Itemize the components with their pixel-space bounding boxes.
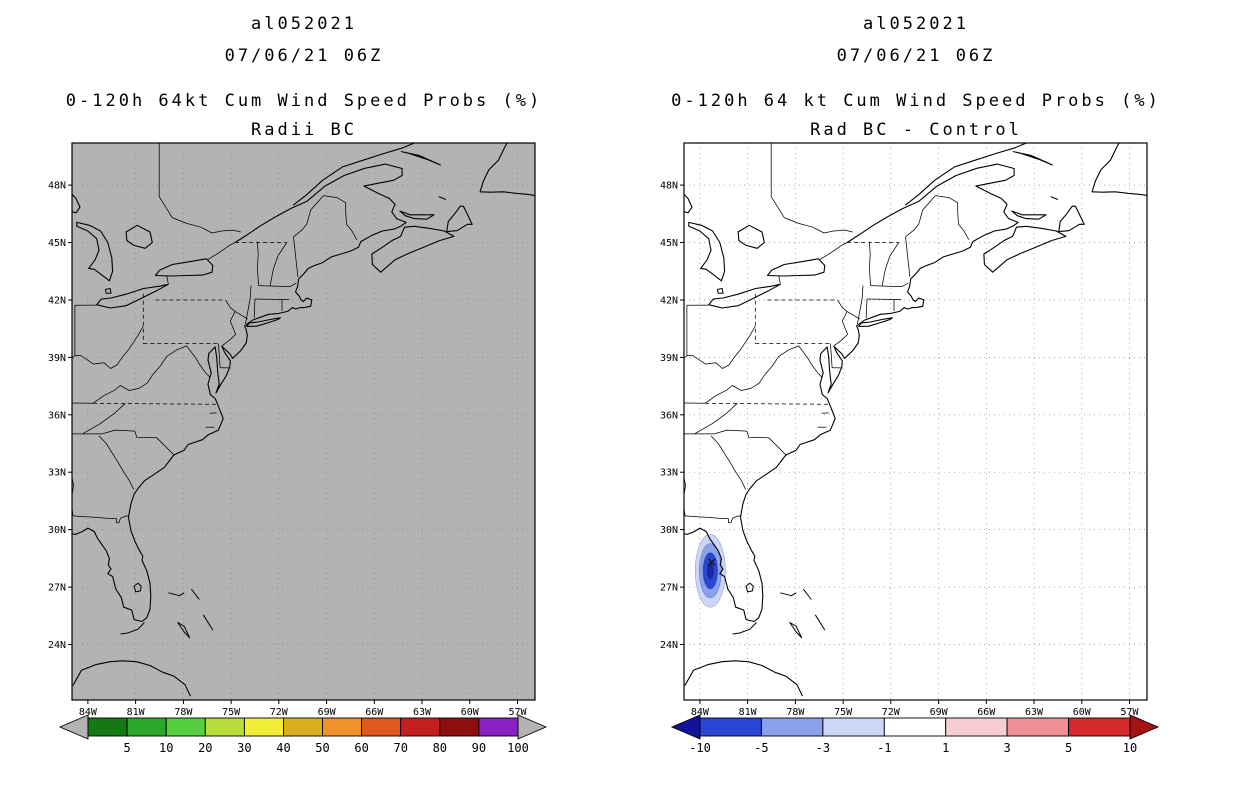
- svg-text:66W: 66W: [365, 707, 384, 718]
- svg-text:30N: 30N: [660, 525, 678, 536]
- svg-text:36N: 36N: [48, 410, 66, 421]
- svg-text:10: 10: [159, 741, 173, 755]
- probability-colorbar: 5 10 20 30 40 50 60 70 80 90 100: [58, 714, 548, 755]
- svg-text:84W: 84W: [79, 707, 98, 718]
- product-title-text: 0-120h 64kt Cum Wind Speed Probs (%): [65, 91, 543, 111]
- svg-text:-10: -10: [689, 741, 711, 755]
- svg-text:45N: 45N: [660, 238, 678, 249]
- svg-text:60W: 60W: [461, 707, 480, 718]
- svg-text:60: 60: [354, 741, 368, 755]
- init-time-text: 07/06/21 06Z: [224, 46, 384, 66]
- svg-text:78W: 78W: [786, 707, 805, 718]
- difference-map-canvas: 84W 81W 78W 75W 72W 69W 66W 63W 60W 57W 48N 45N 42N 3…: [660, 142, 1148, 718]
- svg-text:39N: 39N: [48, 353, 66, 364]
- svg-text:48N: 48N: [660, 181, 678, 192]
- svg-text:3: 3: [1003, 741, 1010, 755]
- svg-text:50: 50: [315, 741, 329, 755]
- product-variant-text: Radii BC: [251, 120, 357, 140]
- storm-id-text: al052021: [251, 14, 357, 34]
- svg-text:5: 5: [123, 741, 130, 755]
- svg-text:57W: 57W: [508, 707, 527, 718]
- svg-text:63W: 63W: [413, 707, 432, 718]
- svg-text:63W: 63W: [1025, 707, 1044, 718]
- product-title-text: 0-120h 64 kt Cum Wind Speed Probs (%): [671, 91, 1161, 111]
- svg-text:78W: 78W: [174, 707, 193, 718]
- svg-text:60W: 60W: [1073, 707, 1092, 718]
- svg-text:75W: 75W: [222, 707, 241, 718]
- svg-text:45N: 45N: [48, 238, 66, 249]
- svg-text:-3: -3: [816, 741, 830, 755]
- panel-rad-bc-minus-control: al052021 07/06/21 06Z 0-120h 64 kt Cum W…: [638, 0, 1194, 800]
- svg-text:80: 80: [433, 741, 447, 755]
- svg-text:30: 30: [237, 741, 251, 755]
- svg-text:42N: 42N: [48, 296, 66, 307]
- svg-text:100: 100: [507, 741, 529, 755]
- svg-text:20: 20: [198, 741, 212, 755]
- svg-text:27N: 27N: [660, 583, 678, 594]
- svg-text:10: 10: [1123, 741, 1137, 755]
- storm-id-text: al052021: [863, 14, 969, 34]
- svg-text:39N: 39N: [660, 353, 678, 364]
- svg-text:90: 90: [472, 741, 486, 755]
- svg-text:72W: 72W: [882, 707, 901, 718]
- difference-colorbar: -10 -5 -3 -1 1 3 5 10: [670, 714, 1160, 755]
- svg-text:69W: 69W: [318, 707, 337, 718]
- svg-text:75W: 75W: [834, 707, 853, 718]
- svg-text:24N: 24N: [48, 640, 66, 651]
- svg-text:70: 70: [393, 741, 407, 755]
- svg-text:33N: 33N: [48, 468, 66, 479]
- svg-text:30N: 30N: [48, 525, 66, 536]
- svg-text:42N: 42N: [660, 296, 678, 307]
- svg-text:40: 40: [276, 741, 290, 755]
- svg-text:81W: 81W: [739, 707, 758, 718]
- svg-text:24N: 24N: [660, 640, 678, 651]
- svg-text:27N: 27N: [48, 583, 66, 594]
- svg-text:-5: -5: [754, 741, 768, 755]
- svg-text:5: 5: [1065, 741, 1072, 755]
- svg-text:81W: 81W: [127, 707, 146, 718]
- svg-text:57W: 57W: [1120, 707, 1139, 718]
- svg-text:84W: 84W: [691, 707, 710, 718]
- panel-radii-bc: al052021 07/06/21 06Z 0-120h 64kt Cum Wi…: [26, 0, 582, 800]
- svg-text:1: 1: [942, 741, 949, 755]
- svg-text:-1: -1: [877, 741, 891, 755]
- svg-text:69W: 69W: [930, 707, 949, 718]
- product-variant-text: Rad BC - Control: [810, 120, 1022, 140]
- init-time-text: 07/06/21 06Z: [836, 46, 996, 66]
- svg-text:48N: 48N: [48, 181, 66, 192]
- svg-text:66W: 66W: [977, 707, 996, 718]
- svg-text:33N: 33N: [660, 468, 678, 479]
- probability-map-canvas: 84W 81W 78W 75W 72W 69W 66W 63W 60W 57W 48N 45N 42N 3…: [48, 142, 536, 718]
- svg-text:36N: 36N: [660, 410, 678, 421]
- svg-text:72W: 72W: [270, 707, 289, 718]
